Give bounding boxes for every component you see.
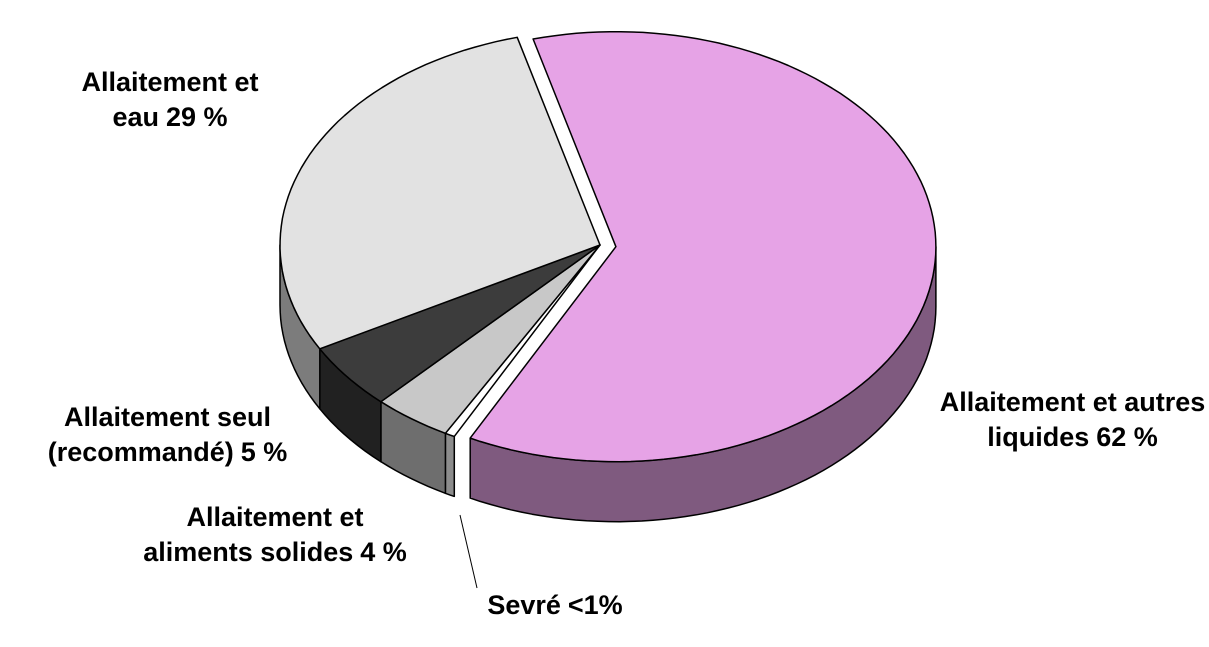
slice xyxy=(319,244,601,403)
slice-label: Sevré <1% xyxy=(455,588,655,623)
slice xyxy=(279,36,601,350)
leader-line xyxy=(459,514,478,589)
slice-side xyxy=(444,432,456,498)
slice-label: Allaitement et eau 29 % xyxy=(50,65,290,135)
category-label: Allaitement seul (recommandé) xyxy=(47,402,272,467)
slice-label: Allaitement et autres liquides 62 % xyxy=(935,385,1209,455)
slice xyxy=(380,244,601,435)
value-label: 5 % xyxy=(240,437,288,467)
category-label: Allaitement et eau xyxy=(81,67,259,132)
value-label: 62 % xyxy=(1096,422,1158,452)
pie-tops xyxy=(279,30,937,463)
value-label: <1% xyxy=(567,590,623,620)
category-label: Sevré xyxy=(487,590,561,620)
category-label: Allaitement et autres liquides xyxy=(939,387,1206,452)
value-label: 29 % xyxy=(165,102,228,132)
category-label: Allaitement et aliments solides xyxy=(143,502,364,567)
slice-label: Allaitement seul (recommandé) 5 % xyxy=(25,400,310,470)
slice-label: Allaitement et aliments solides 4 % xyxy=(130,500,420,570)
value-label: 4 % xyxy=(360,537,407,567)
slice xyxy=(469,30,937,463)
